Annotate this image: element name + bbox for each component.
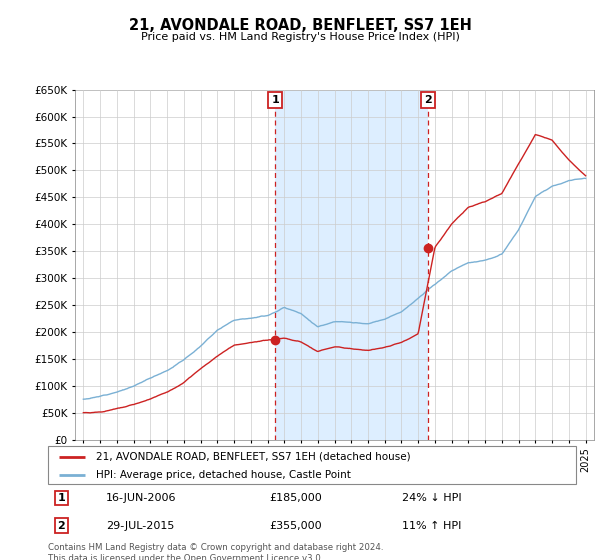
Bar xyxy=(275,90,428,440)
Text: 2: 2 xyxy=(424,95,431,105)
Text: 21, AVONDALE ROAD, BENFLEET, SS7 1EH: 21, AVONDALE ROAD, BENFLEET, SS7 1EH xyxy=(128,18,472,33)
Text: Price paid vs. HM Land Registry's House Price Index (HPI): Price paid vs. HM Land Registry's House … xyxy=(140,32,460,43)
Text: 1: 1 xyxy=(271,95,279,105)
Text: HPI: Average price, detached house, Castle Point: HPI: Average price, detached house, Cast… xyxy=(95,470,350,480)
Text: Contains HM Land Registry data © Crown copyright and database right 2024.
This d: Contains HM Land Registry data © Crown c… xyxy=(48,543,383,560)
Text: 16-JUN-2006: 16-JUN-2006 xyxy=(106,493,176,503)
Text: 1: 1 xyxy=(58,493,65,503)
Text: 24% ↓ HPI: 24% ↓ HPI xyxy=(402,493,461,503)
Text: £355,000: £355,000 xyxy=(270,521,322,531)
Text: 21, AVONDALE ROAD, BENFLEET, SS7 1EH (detached house): 21, AVONDALE ROAD, BENFLEET, SS7 1EH (de… xyxy=(95,452,410,462)
Text: £185,000: £185,000 xyxy=(270,493,323,503)
Text: 11% ↑ HPI: 11% ↑ HPI xyxy=(402,521,461,531)
Text: 29-JUL-2015: 29-JUL-2015 xyxy=(106,521,175,531)
Text: 2: 2 xyxy=(58,521,65,531)
